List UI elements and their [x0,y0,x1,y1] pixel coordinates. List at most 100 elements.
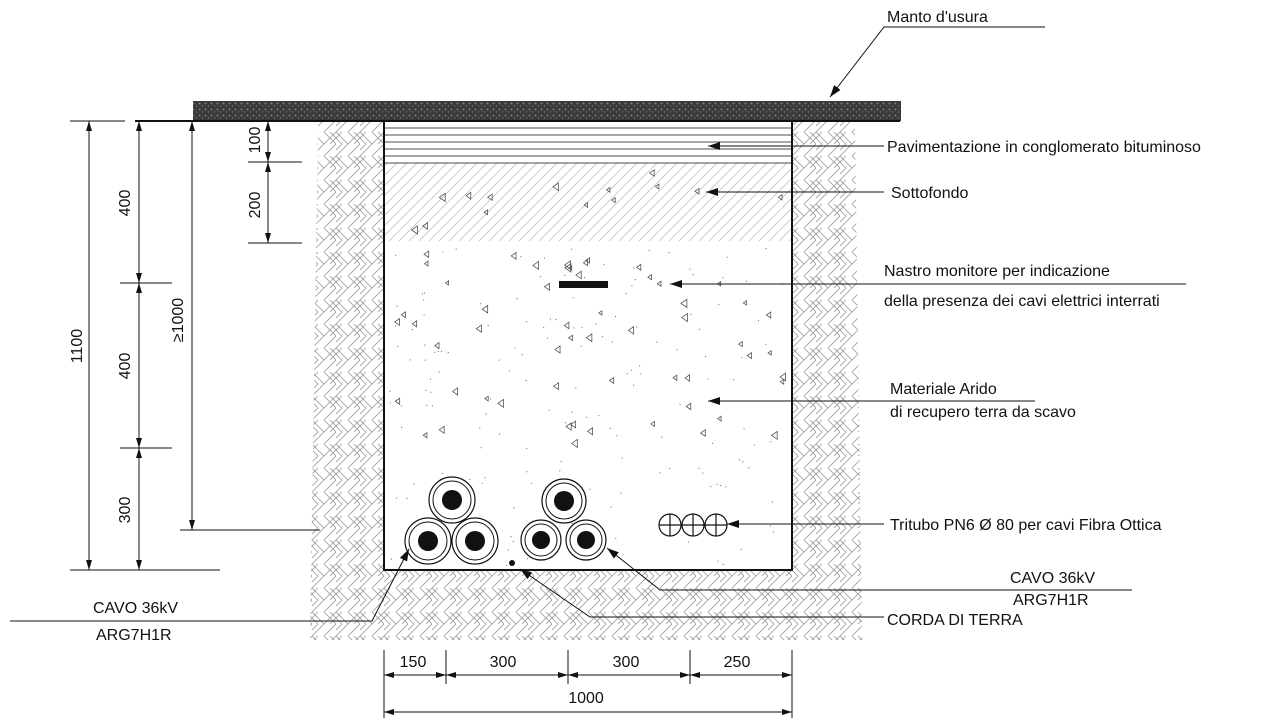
aggregate-dot [656,341,658,343]
aggregate-mark [575,270,582,280]
cable-circle [565,519,607,561]
aggregate-dot [389,390,391,392]
aggregate-dot [396,497,398,499]
aggregate-dot [621,457,623,459]
label-cavo-right-line1: CAVO 36kV [1010,570,1095,587]
aggregate-dot [526,558,528,560]
aggregate-dot [543,326,545,328]
aggregate-mark [543,282,550,292]
dim-1000-vertical: ≥1000 [170,298,187,342]
aggregate-dot [581,327,583,329]
earth-rope [509,560,515,566]
label-manto: Manto d'usura [887,9,988,26]
aggregate-mark [434,341,440,350]
aggregate-dot [648,249,650,252]
aggregate-dot [668,252,670,254]
aggregate-dot [487,324,489,327]
aggregate-mark [770,430,778,441]
wearing-course-layer [193,101,901,121]
aggregate-dot [769,525,772,527]
dim-200: 200 [247,192,264,219]
aggregate-mark [647,273,652,281]
aggregate-dot [739,459,741,461]
vertical-dimensions [70,120,302,571]
cable-circle [520,519,562,561]
aggregate-dot [480,303,482,305]
aggregate-dot [548,409,550,411]
aggregate-dot [711,442,714,444]
aggregate-dot [610,506,612,508]
aggregate-dot [481,482,483,484]
aggregate-mark [423,260,429,267]
aggregate-mark [400,311,406,319]
aggregate-dot [609,427,611,429]
aggregate-mark [552,381,559,391]
dim-400-lower: 400 [117,353,134,380]
aggregate-dot [625,292,627,295]
aggregate-mark [570,420,577,429]
aggregate-mark [608,376,615,385]
aggregate-mark [394,397,401,406]
dim-300-a: 300 [490,654,517,671]
aggregate-dot [401,426,403,428]
aggregate-dot [676,349,678,351]
aggregate-dot [521,354,523,356]
aggregate-dot [390,558,393,560]
horizontal-dimensions [383,650,793,718]
aggregate-dot [770,441,772,443]
bituminous-pavement-layer [384,121,792,164]
aggregate-dot [748,467,750,469]
aggregate-mark [532,260,539,271]
aggregate-dot [396,305,398,307]
dim-150: 150 [400,654,427,671]
aggregate-dot [702,472,704,474]
aggregate-mark [685,402,692,411]
warning-tape [559,281,608,288]
aggregate-dot [559,470,561,472]
aggregate-dot [400,405,403,407]
aggregate-dot [423,299,425,301]
aggregate-dot [530,482,533,484]
aggregate-dot [741,356,743,359]
aggregate-dot [614,315,617,318]
aggregate-mark [716,415,722,422]
dim-1100: 1100 [69,329,86,364]
label-cavo-left-line1: CAVO 36kV [93,600,178,617]
aggregate-mark [694,187,700,195]
aggregate-dot [601,336,604,338]
aggregate-dot [620,492,622,494]
aggregate-dot [718,304,720,306]
aggregate-mark [567,334,573,342]
aggregate-dot [716,483,718,485]
aggregate-dot [423,292,426,294]
aggregate-dot [441,472,443,475]
aggregate-dot [430,391,432,393]
aggregate-dot [631,285,633,287]
aggregate-mark [582,259,588,267]
aggregate-dot [429,378,431,380]
aggregate-dot [506,564,508,567]
aggregate-dot [489,398,492,400]
aggregate-mark [423,250,430,259]
dim-100: 100 [247,127,264,154]
aggregate-dot [742,461,744,463]
aggregate-dot [692,273,694,276]
cable-circle [541,478,587,524]
aggregate-dot [514,347,516,349]
aggregate-dot [661,436,663,438]
aggregate-dot [626,373,628,375]
leader-corda [519,568,884,618]
aggregate-dot [603,264,605,266]
aggregate-mark [510,251,517,261]
aggregate-dot [698,467,700,469]
label-nastro-line2: della presenza dei cavi elettrici interr… [884,293,1160,310]
aggregate-dot [573,327,575,329]
aggregate-dot [633,267,635,269]
aggregate-dot [411,329,414,331]
trench-outline [383,120,793,571]
aggregate-dot [437,350,439,353]
aggregate-mark [554,345,561,354]
aggregate-dot [722,563,724,565]
aggregate-dot [424,344,426,346]
